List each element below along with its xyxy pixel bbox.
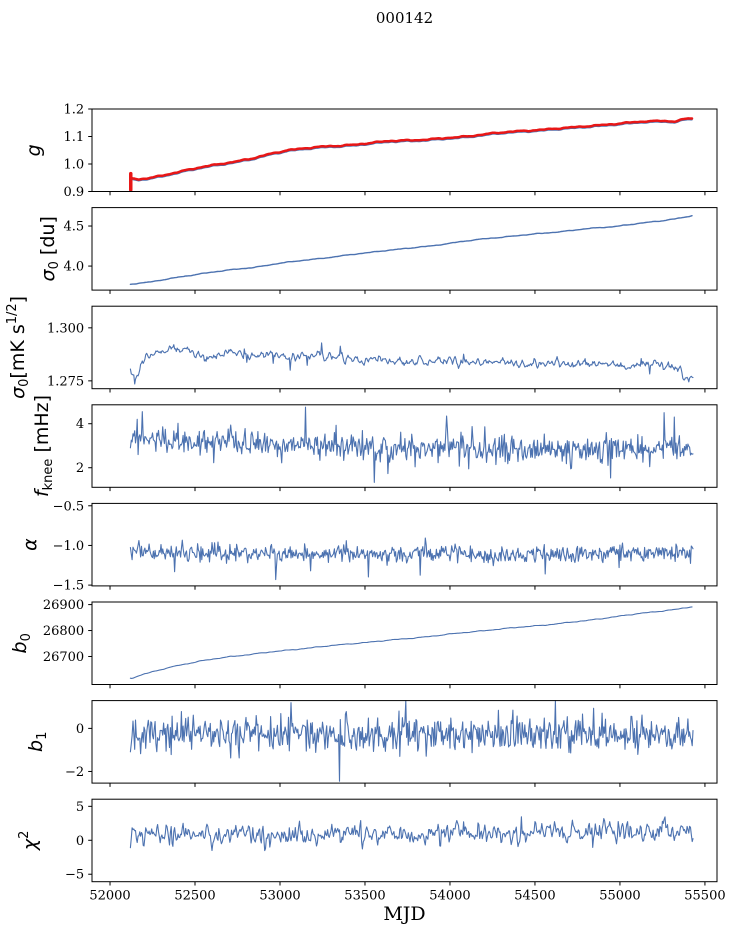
y-ticks-alpha: −0.5 −1.0 −1.5 [53, 499, 92, 594]
panel-spines-g [91, 108, 718, 192]
panel-sigma0-du: 4.0 4.5σ0 [du] [37, 207, 718, 294]
y-axis-label-b1: b1 [25, 732, 50, 752]
y-axis-label-sigma0-du: σ0 [du] [37, 216, 62, 281]
y-ticks-b1: 0 −2 [65, 722, 92, 780]
panel-spines-b0 [91, 601, 718, 685]
y-tick-label: −1.5 [53, 579, 85, 594]
y-tick-label: 4.5 [64, 220, 85, 235]
y-tick-label: 0 [76, 834, 84, 849]
x-tick-label: 52000 [89, 889, 130, 904]
y-tick-label: 1.300 [47, 321, 84, 336]
y-ticks-sigma0-mks: 1.275 1.300 [47, 321, 92, 389]
y-tick-label: 2 [76, 461, 84, 476]
y-tick-label: 0.9 [64, 185, 85, 200]
panel-spines-b1 [91, 700, 718, 784]
y-axis-label-b0: b0 [9, 633, 34, 653]
y-ticks-b0: 26700 26800 26900 [43, 598, 92, 665]
y-axis-label-fknee: fknee [mHz] [31, 395, 56, 497]
series-chi2-line [129, 816, 694, 852]
y-tick-label: 26800 [43, 624, 84, 639]
series-b1-line [129, 700, 694, 782]
y-tick-label: 26700 [43, 650, 84, 665]
y-tick-label: −0.5 [53, 499, 85, 514]
panel-spines-chi2 [91, 798, 718, 883]
panel-b1: 0 −2 b1 [25, 700, 718, 787]
x-ticks-sigma0-mks [109, 388, 706, 393]
x-axis-label: MJD [383, 903, 426, 925]
panel-alpha: −0.5 −1.0 −1.5 α [19, 499, 718, 594]
x-tick-label: 55000 [599, 889, 640, 904]
y-ticks-g: 0.9 1.0 1.1 1.2 [64, 103, 92, 200]
series-sigma0-du-line [129, 215, 693, 285]
panel-g: 0.9 1.0 1.1 1.2 g [23, 103, 718, 200]
y-axis-label-chi2: χ2 [17, 831, 41, 852]
y-tick-label: 5 [76, 800, 84, 815]
y-ticks-sigma0-du: 4.0 4.5 [64, 220, 92, 275]
y-tick-label: −5 [65, 868, 84, 883]
y-tick-label: −1.0 [53, 539, 85, 554]
y-tick-label: 1.275 [47, 374, 84, 389]
series-sigma0-mks-line [129, 342, 694, 385]
y-ticks-chi2: 5 0 −5 [65, 800, 92, 883]
series-fknee-line [129, 406, 694, 483]
x-ticks-alpha [109, 585, 706, 590]
y-tick-label: 4.0 [64, 260, 85, 275]
panel-sigma0-mks: 1.275 1.300 σ0[mK s1/2] [5, 296, 718, 399]
panel-b0: 26700 26800 26900 b0 [9, 598, 718, 689]
series-alpha-line [129, 537, 694, 581]
y-tick-label: 1.2 [64, 103, 85, 118]
x-tick-label: 53500 [344, 889, 385, 904]
y-axis-label-alpha: α [19, 538, 41, 551]
series-gain-measured [129, 117, 694, 181]
panel-spines-alpha [91, 502, 718, 587]
x-tick-labels: 52000 52500 53000 53500 54000 54500 55000 55500 [89, 889, 725, 904]
panel-spines-sigma0-mks [91, 305, 718, 390]
y-tick-label: 0 [76, 722, 84, 737]
figure-title: 000142 [375, 9, 434, 27]
y-tick-label: 1.1 [64, 130, 85, 145]
x-ticks-b0 [109, 684, 706, 689]
x-ticks-fknee [109, 487, 706, 492]
panel-chi2: 5 0 −5 χ2 52000 52500 53000 53500 54000 54500 5500… [17, 798, 726, 904]
x-tick-label: 55500 [684, 889, 725, 904]
y-ticks-fknee: 24 [76, 417, 92, 476]
panel-spines-fknee [91, 404, 718, 488]
series-gain-smooth [129, 119, 693, 182]
y-tick-label: −2 [65, 765, 84, 780]
x-ticks-chi2 [109, 881, 706, 886]
y-tick-label: 26900 [43, 598, 84, 613]
y-tick-label: 4 [76, 417, 84, 432]
series-b0-line [129, 606, 693, 679]
x-ticks-b1 [109, 783, 706, 787]
panel-spines-sigma0-du [91, 207, 718, 291]
x-tick-label: 53000 [259, 889, 300, 904]
x-tick-label: 54000 [429, 889, 470, 904]
y-axis-label-sigma0-mks: σ0[mK s1/2] [5, 296, 32, 399]
x-ticks-sigma0-du [109, 290, 706, 294]
y-axis-label-g: g [23, 144, 45, 156]
y-tick-label: 1.0 [64, 158, 85, 173]
x-ticks-g [109, 191, 706, 196]
x-tick-label: 52500 [174, 889, 215, 904]
x-tick-label: 54500 [514, 889, 555, 904]
